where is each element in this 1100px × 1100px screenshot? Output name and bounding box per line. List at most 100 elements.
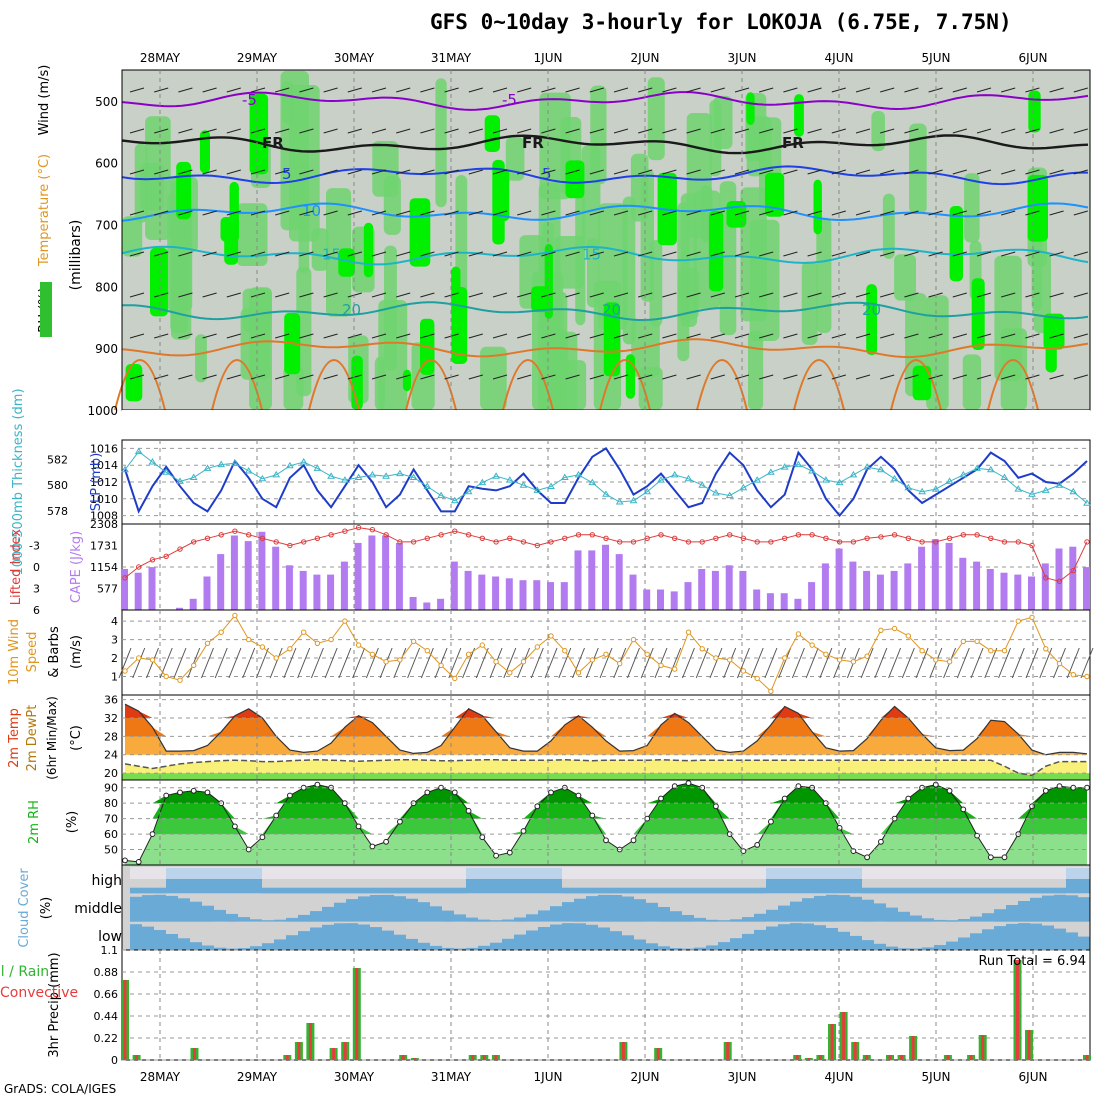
wind-barb bbox=[129, 333, 145, 339]
wind-speed-point bbox=[617, 660, 623, 667]
wind-barb bbox=[904, 169, 919, 175]
wind-barb bbox=[686, 128, 701, 134]
thickness-point bbox=[808, 467, 816, 474]
wind-barb bbox=[347, 251, 362, 257]
cloud-cell bbox=[1054, 928, 1066, 950]
cloud-cell bbox=[490, 920, 502, 922]
cloud-cell bbox=[358, 896, 370, 922]
wind-barb bbox=[347, 333, 362, 339]
wind-barb-10m bbox=[572, 647, 585, 679]
lifted-index-point bbox=[520, 539, 527, 545]
rh-patch bbox=[638, 367, 663, 410]
thickness-point bbox=[822, 476, 830, 483]
cloud-cell bbox=[1078, 897, 1090, 922]
rh-area-band bbox=[125, 783, 1087, 804]
wind-barb bbox=[976, 128, 992, 134]
panel-gap bbox=[122, 410, 1090, 440]
wind-barb bbox=[928, 169, 943, 175]
thickness-point bbox=[588, 478, 597, 486]
dewpoint-low-band bbox=[122, 773, 1090, 780]
temperature-contour-low bbox=[987, 359, 1039, 411]
wind-barb bbox=[226, 292, 241, 298]
wind-barb-10m bbox=[228, 647, 242, 679]
y-tick-label: 1014 bbox=[90, 459, 118, 472]
cloud-cell bbox=[562, 923, 574, 950]
cloud-cell bbox=[154, 887, 166, 894]
wind-barb bbox=[129, 251, 145, 257]
wind-barb bbox=[1001, 210, 1016, 216]
cloud-cell bbox=[1006, 923, 1018, 950]
wind-barb bbox=[710, 292, 725, 298]
wind-barb bbox=[638, 169, 653, 175]
cloud-cell bbox=[586, 887, 598, 894]
cloud-cell bbox=[826, 928, 838, 950]
cloud-cell bbox=[346, 899, 358, 922]
wind-barb bbox=[807, 87, 822, 93]
cape-bar bbox=[602, 544, 609, 610]
rh-patch-high bbox=[363, 222, 374, 278]
wind-barb bbox=[686, 169, 701, 175]
wind-speed-point bbox=[369, 651, 376, 657]
wind-barb bbox=[904, 128, 919, 134]
cloud-cell bbox=[298, 914, 310, 922]
rh-point bbox=[397, 818, 403, 825]
wind-speed-point bbox=[410, 638, 417, 645]
wind-speed-point bbox=[355, 642, 362, 648]
x-tick-label-bottom: 29MAY bbox=[237, 1070, 278, 1084]
cape-bar bbox=[1014, 574, 1022, 610]
cloud-cell bbox=[274, 887, 286, 894]
rh-patch bbox=[647, 77, 665, 161]
cape-bar bbox=[780, 593, 788, 610]
wind-barb bbox=[275, 292, 290, 298]
rh-point bbox=[177, 789, 183, 796]
wind-speed-point bbox=[424, 648, 430, 654]
cloud-cell bbox=[142, 926, 154, 950]
wind-barb-10m bbox=[805, 647, 819, 679]
wind-barb bbox=[154, 374, 169, 380]
wind-barb bbox=[396, 374, 411, 380]
wind-barb bbox=[178, 210, 193, 216]
rh-point bbox=[204, 789, 211, 796]
wind-barb bbox=[178, 333, 193, 339]
cloud-cell bbox=[322, 887, 334, 894]
contour-label: 5 bbox=[282, 165, 292, 183]
cloud-cell bbox=[862, 887, 874, 894]
rh-point bbox=[905, 795, 912, 802]
cloud-cell bbox=[718, 887, 730, 894]
wind-barb-10m bbox=[998, 647, 1012, 679]
wind-barb bbox=[371, 251, 387, 257]
lifted-index-point bbox=[740, 535, 747, 541]
wind-barb bbox=[468, 128, 483, 134]
thickness-point bbox=[299, 458, 308, 465]
wind-speed-point bbox=[672, 666, 678, 672]
cloud-cell bbox=[850, 896, 862, 922]
lifted-index-point bbox=[644, 535, 650, 541]
wind-barb bbox=[589, 210, 604, 216]
cloud-cell bbox=[166, 934, 178, 950]
wind-barb bbox=[710, 251, 725, 257]
wind-barb bbox=[226, 251, 241, 257]
wind-barb bbox=[565, 251, 580, 257]
wind-barb bbox=[1073, 292, 1088, 298]
wind-barb bbox=[831, 210, 846, 216]
contour-label: FR bbox=[522, 134, 544, 152]
wind-barb bbox=[202, 169, 217, 175]
wind-barb-10m bbox=[558, 647, 572, 679]
wind-barb bbox=[541, 128, 556, 134]
wind-barb bbox=[831, 128, 846, 134]
cape-bar bbox=[478, 574, 486, 610]
rh-patch bbox=[374, 356, 385, 410]
cloud-cell bbox=[994, 926, 1006, 950]
rh-patch bbox=[236, 203, 268, 266]
cape-bar bbox=[808, 582, 816, 610]
wind-barb bbox=[880, 251, 895, 257]
thickness-point bbox=[849, 470, 858, 478]
wind-barb-10m bbox=[173, 647, 187, 679]
cloud-cell bbox=[214, 947, 226, 950]
thickness-point bbox=[423, 482, 432, 489]
cloud-cell bbox=[874, 903, 886, 922]
precip-bar-convective bbox=[471, 1055, 475, 1060]
cloud-cell bbox=[874, 943, 886, 950]
cape-bar bbox=[711, 570, 719, 610]
wind-barb bbox=[1025, 251, 1040, 257]
